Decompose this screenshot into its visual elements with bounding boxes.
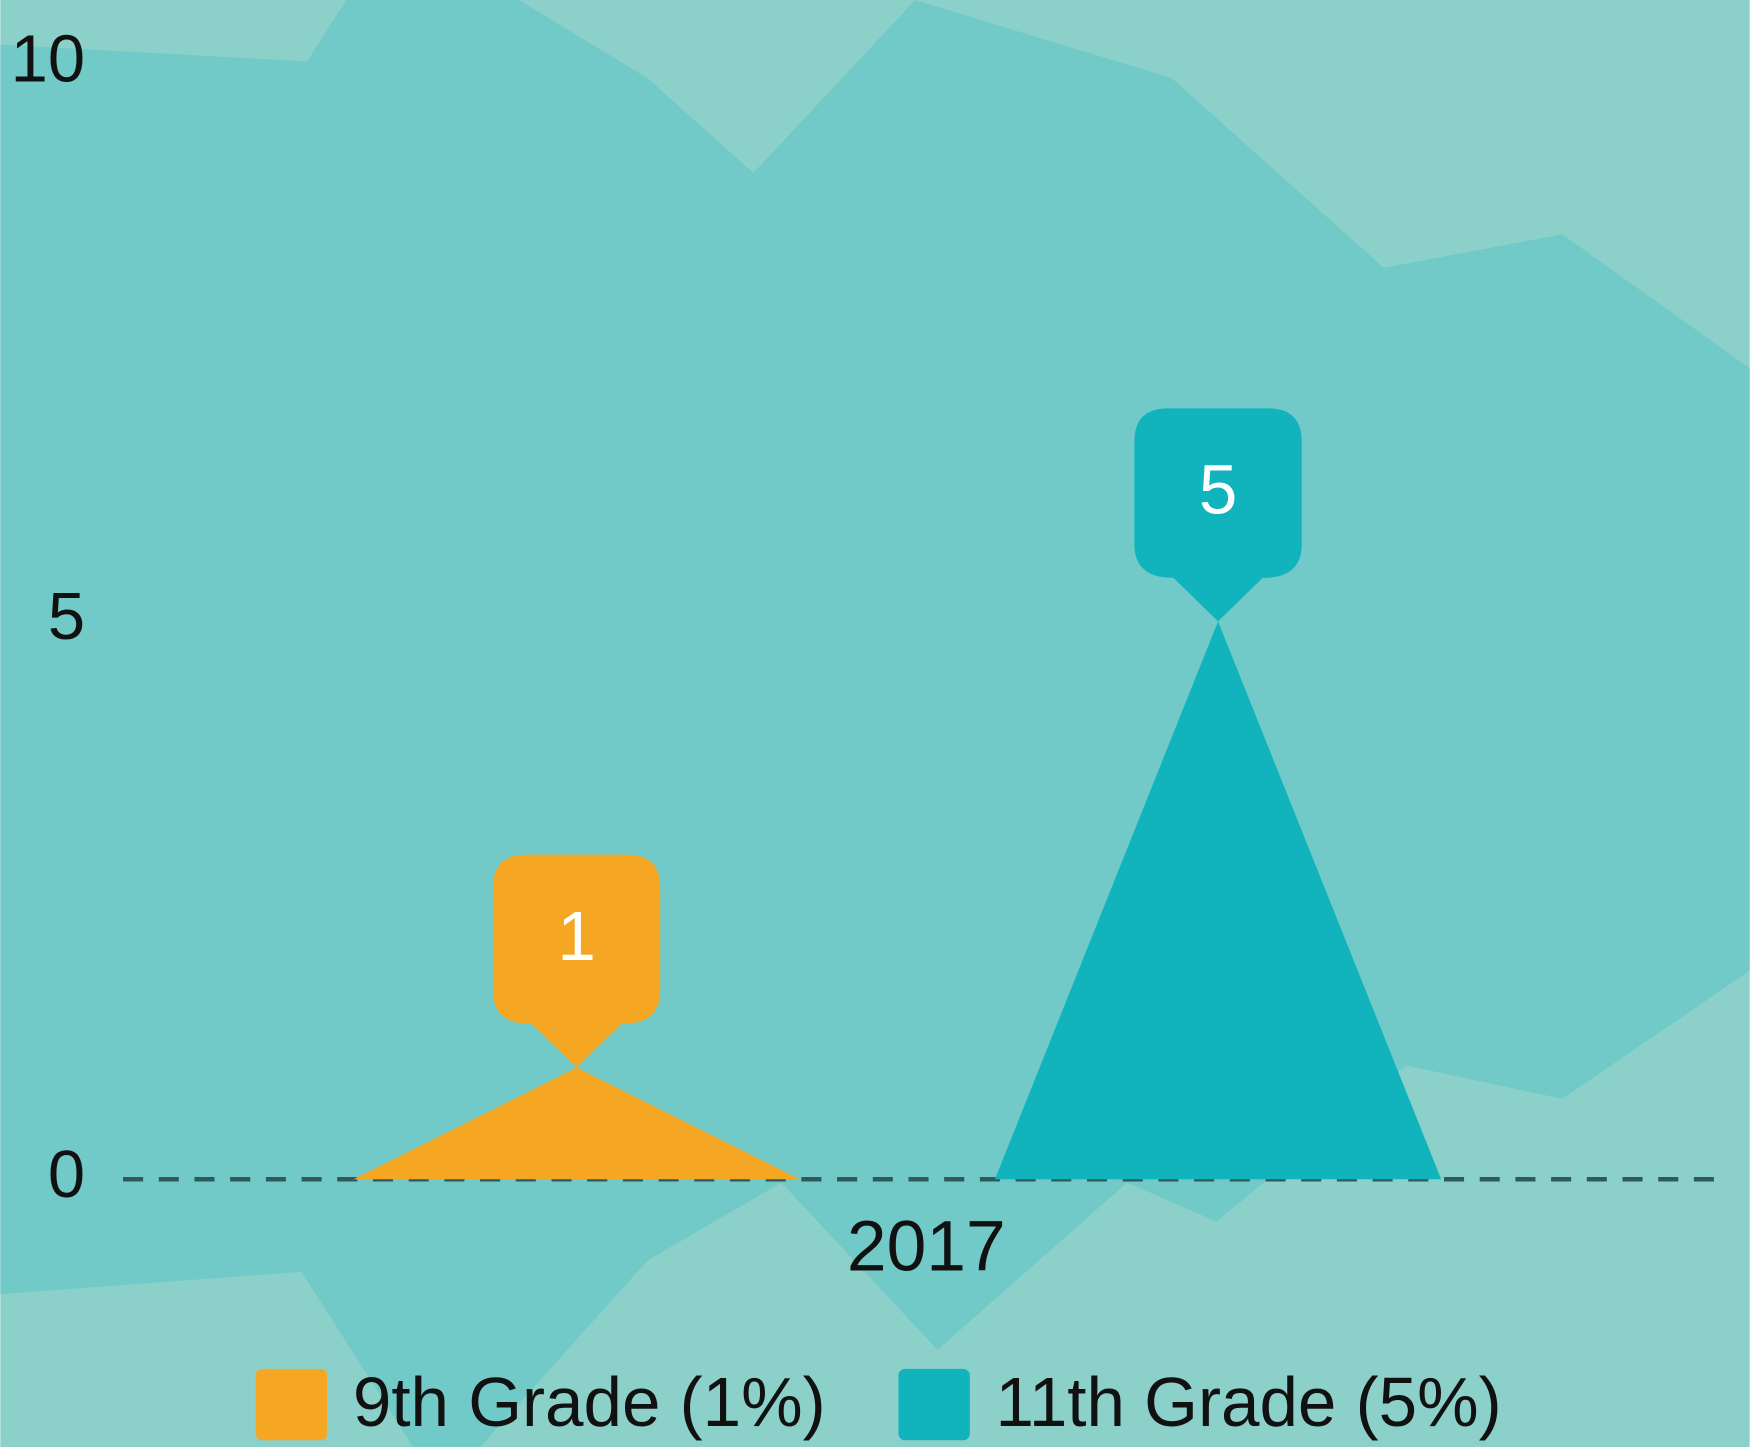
- legend-swatch: [255, 1368, 328, 1441]
- data-label-box: [1134, 408, 1302, 622]
- data-label: 1: [557, 897, 595, 975]
- bar: [994, 621, 1442, 1180]
- y-tick-label: 5: [48, 579, 85, 654]
- y-tick-label: 10: [11, 21, 85, 96]
- legend-swatch: [898, 1368, 970, 1441]
- data-label-box: [492, 854, 661, 1068]
- legend-label: 11th Grade (5%): [995, 1363, 1501, 1441]
- legend-label: 9th Grade (1%): [353, 1363, 826, 1441]
- data-label: 5: [1199, 451, 1237, 529]
- x-tick-label: 2017: [847, 1207, 1006, 1287]
- bar: [353, 1067, 800, 1180]
- y-tick-label: 0: [48, 1137, 85, 1212]
